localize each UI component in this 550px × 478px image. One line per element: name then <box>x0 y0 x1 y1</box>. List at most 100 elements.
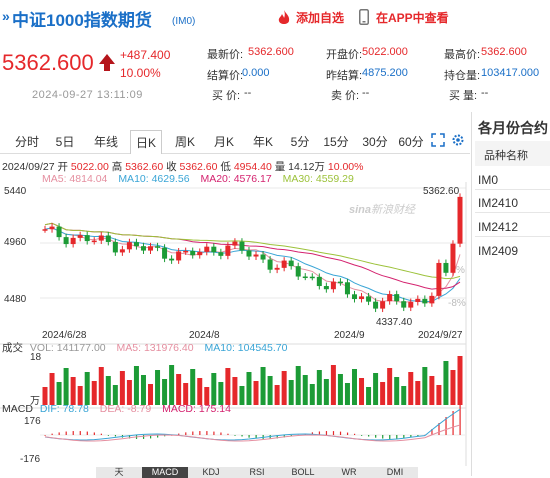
volume-bar <box>260 367 266 405</box>
open-interest-value: 103417.000 <box>481 67 540 79</box>
volume-bar <box>197 378 203 405</box>
indicator-tab-5[interactable]: WR <box>326 467 372 478</box>
contract-item-im2410[interactable]: IM2410 <box>478 196 519 210</box>
indicator-tab-4[interactable]: BOLL <box>280 467 326 478</box>
volume-bar <box>126 380 132 405</box>
settings-icon[interactable] <box>451 133 465 150</box>
macd-label: MACD <box>2 403 33 415</box>
volume-bars <box>42 356 463 405</box>
volume-bar <box>77 386 83 405</box>
volume-bar <box>218 382 224 405</box>
volume-bar <box>70 377 76 405</box>
candle-body <box>337 281 343 284</box>
macd-bar <box>185 432 187 435</box>
ma10-label: MA10: 4629.56 <box>118 173 190 185</box>
candle-body <box>133 242 139 247</box>
kline-chart[interactable] <box>0 182 470 466</box>
flame-icon[interactable] <box>277 10 291 29</box>
volume-bar <box>443 361 449 405</box>
indicator-tab-6[interactable]: DMI <box>372 467 418 478</box>
tab-0[interactable]: 分时 <box>14 135 39 149</box>
add-watchlist-button[interactable]: 添加自选 <box>296 11 345 25</box>
contract-panel <box>471 112 550 476</box>
kline-high-label: 高 <box>111 161 123 173</box>
macd-bar <box>241 435 243 437</box>
kline-open: 5022.00 <box>70 161 109 173</box>
instrument-code: (IM0) <box>172 16 196 27</box>
contract-item-im0[interactable]: IM0 <box>478 173 499 187</box>
volume-bar <box>408 372 414 405</box>
volume-bar <box>351 369 357 405</box>
volume-bar <box>98 367 104 405</box>
candle-body <box>359 296 365 300</box>
watermark-text: 新浪财经 <box>371 204 416 216</box>
indicator-tab-2[interactable]: KDJ <box>188 467 234 478</box>
contract-panel-title: 各月份合约 <box>478 120 548 136</box>
macd-bar <box>325 431 328 435</box>
macd-bar <box>58 432 60 435</box>
title-bar: » 中证1000指数期货 (IM0) <box>0 0 550 36</box>
volume-bar <box>302 375 308 405</box>
macd-bar <box>220 432 222 435</box>
volume-bar <box>316 370 322 405</box>
indicator-tab-1[interactable]: MACD <box>142 467 188 478</box>
page-title: 中证1000指数期货 <box>12 11 152 30</box>
volume-bar <box>394 377 400 405</box>
candle-body <box>274 267 280 270</box>
volume-bar <box>91 381 97 405</box>
candle-body <box>211 246 217 253</box>
indicator-tab-3[interactable]: RSI <box>234 467 280 478</box>
expand-icon[interactable] <box>431 133 445 150</box>
candle-body <box>295 266 301 277</box>
volume-bar <box>373 373 379 405</box>
tab-4[interactable]: 周K <box>174 135 195 149</box>
candle-body <box>218 252 224 256</box>
current-price: 5362.600 <box>2 50 94 75</box>
quote-timestamp: 2024-09-27 13:11:09 <box>32 89 143 101</box>
macd-bar <box>86 431 88 435</box>
tab-3[interactable]: 日K <box>130 130 162 154</box>
high-annotation: 5362.60 <box>423 186 460 197</box>
macd-bar <box>213 431 215 435</box>
candle-body <box>239 241 245 251</box>
macd-bar <box>361 435 363 436</box>
candle-body <box>225 245 231 256</box>
candle-body <box>112 241 118 253</box>
volume-bar <box>436 385 442 405</box>
tab-1[interactable]: 5日 <box>55 135 75 149</box>
volume-bar <box>211 373 217 405</box>
tab-7[interactable]: 5分 <box>290 135 310 149</box>
candle-body <box>330 281 336 290</box>
macd-bar <box>311 432 313 435</box>
volume-bar <box>155 370 161 405</box>
candle-body <box>401 301 407 308</box>
tab-10[interactable]: 60分 <box>398 135 424 149</box>
tab-2[interactable]: 年线 <box>93 135 118 149</box>
indicator-tab-0[interactable]: 天 <box>96 467 142 478</box>
phone-icon[interactable] <box>359 9 369 28</box>
candle-body <box>253 254 259 257</box>
divider <box>475 212 550 213</box>
candle-body <box>429 295 435 304</box>
macd-bar <box>431 429 433 435</box>
contract-item-im2409[interactable]: IM2409 <box>478 244 519 258</box>
candle-body <box>422 298 428 304</box>
macd-bar <box>389 435 391 439</box>
contract-item-im2412[interactable]: IM2412 <box>478 220 519 234</box>
macd-bar <box>192 431 194 435</box>
tab-6[interactable]: 年K <box>252 135 273 149</box>
tab-9[interactable]: 30分 <box>362 135 388 149</box>
volume-ma5: MA5: 131976.40 <box>116 342 194 354</box>
tab-8[interactable]: 15分 <box>323 135 349 149</box>
low-annotation: 4337.40 <box>376 317 413 328</box>
candle-body <box>70 237 76 245</box>
tab-5[interactable]: 月K <box>213 135 234 149</box>
macd-bar <box>93 432 95 435</box>
candle-body <box>232 241 238 246</box>
candle-body <box>77 235 83 238</box>
candle-body <box>204 246 210 252</box>
volume-bar <box>232 377 238 405</box>
high-label: 最高价: <box>444 49 481 61</box>
open-in-app-button[interactable]: 在APP中查看 <box>376 11 449 25</box>
candle-body <box>105 235 111 242</box>
